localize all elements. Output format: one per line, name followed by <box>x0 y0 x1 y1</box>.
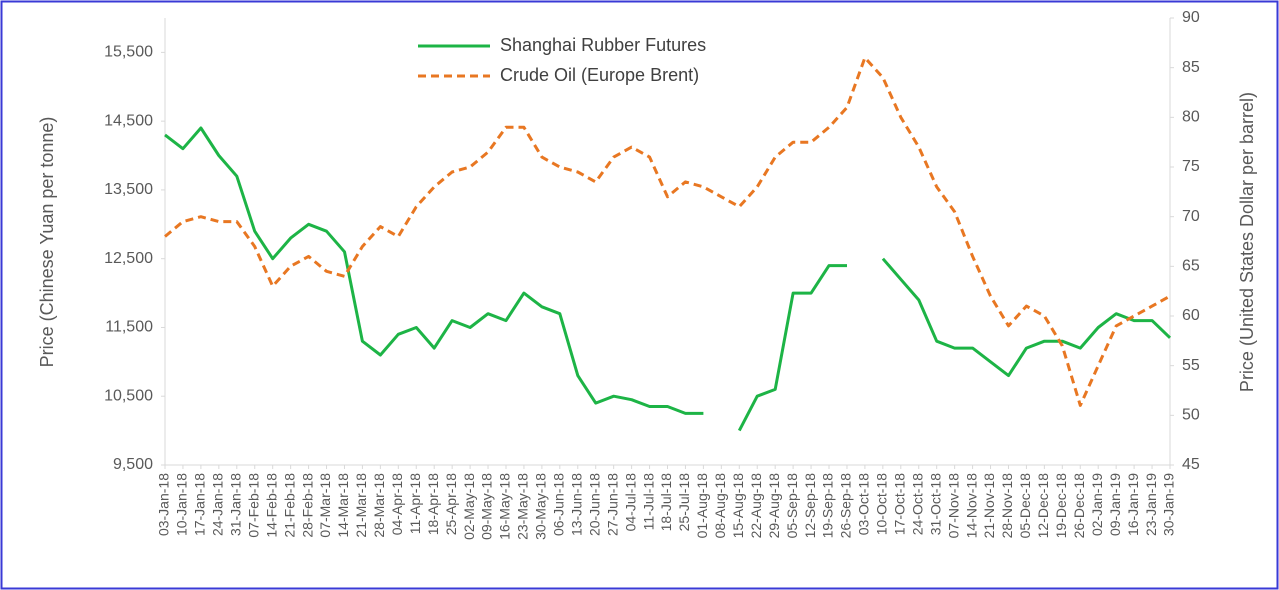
x-tick-label: 28-Mar-18 <box>371 473 387 538</box>
series-line <box>164 56 1171 407</box>
x-tick-label: 17-Jan-18 <box>192 473 208 536</box>
x-tick-label: 28-Nov-18 <box>999 473 1015 539</box>
x-tick-label: 23-Jan-19 <box>1143 473 1159 536</box>
x-tick-label: 01-Aug-18 <box>694 473 710 539</box>
x-tick-label: 08-Aug-18 <box>712 473 728 539</box>
y-tick-label: 11,500 <box>105 319 153 336</box>
x-tick-label: 23-May-18 <box>515 473 531 540</box>
y2-tick-label: 45 <box>1182 456 1200 473</box>
x-tick-label: 14-Mar-18 <box>335 473 351 538</box>
y-tick-label: 13,500 <box>104 181 153 198</box>
y2-tick-label: 60 <box>1182 307 1200 324</box>
x-tick-label: 16-May-18 <box>497 473 513 540</box>
x-tick-label: 02-Jan-19 <box>1089 473 1105 536</box>
x-tick-label: 21-Feb-18 <box>281 473 297 538</box>
x-tick-label: 03-Jan-18 <box>156 473 172 536</box>
x-tick-label: 13-Jun-18 <box>568 473 584 536</box>
x-tick-label: 18-Apr-18 <box>425 473 441 535</box>
y2-tick-label: 70 <box>1182 208 1200 225</box>
y-tick-label: 14,500 <box>104 112 153 129</box>
x-tick-label: 24-Oct-18 <box>909 473 925 535</box>
x-tick-label: 27-Jun-18 <box>604 473 620 536</box>
x-tick-label: 07-Mar-18 <box>317 473 333 538</box>
y-tick-label: 9,500 <box>113 456 153 473</box>
x-tick-label: 21-Nov-18 <box>981 473 997 539</box>
x-tick-label: 30-Jan-19 <box>1161 473 1177 536</box>
x-tick-label: 20-Jun-18 <box>586 473 602 536</box>
x-tick-label: 11-Jul-18 <box>640 473 656 531</box>
legend-label: Crude Oil (Europe Brent) <box>500 65 699 85</box>
x-tick-label: 12-Sep-18 <box>802 473 818 539</box>
y2-tick-label: 75 <box>1182 158 1200 175</box>
y-tick-label: 15,500 <box>104 44 153 61</box>
series-line <box>164 126 1172 432</box>
x-tick-label: 21-Mar-18 <box>353 473 369 538</box>
x-tick-label: 31-Oct-18 <box>927 473 943 535</box>
x-tick-label: 31-Jan-18 <box>227 473 243 536</box>
x-tick-label: 19-Dec-18 <box>1053 473 1069 539</box>
y-axis-label: Price (Chinese Yuan per tonne) <box>37 117 57 368</box>
x-tick-label: 09-May-18 <box>479 473 495 540</box>
x-tick-label: 15-Aug-18 <box>730 473 746 539</box>
x-tick-label: 10-Jan-18 <box>174 473 190 536</box>
y2-axis-label: Price (United States Dollar per barrel) <box>1237 92 1257 392</box>
x-tick-label: 24-Jan-18 <box>210 473 226 536</box>
y2-tick-label: 85 <box>1182 59 1200 76</box>
x-tick-label: 07-Feb-18 <box>245 473 261 538</box>
x-tick-label: 22-Aug-18 <box>748 473 764 539</box>
x-tick-label: 25-Apr-18 <box>443 473 459 535</box>
x-tick-label: 05-Sep-18 <box>784 473 800 539</box>
x-tick-label: 19-Sep-18 <box>820 473 836 539</box>
x-tick-label: 14-Nov-18 <box>963 473 979 539</box>
y2-tick-label: 55 <box>1182 357 1200 374</box>
x-tick-label: 07-Nov-18 <box>945 473 961 539</box>
x-tick-label: 11-Apr-18 <box>407 473 423 534</box>
x-tick-label: 16-Jan-19 <box>1125 473 1141 536</box>
x-tick-label: 09-Jan-19 <box>1107 473 1123 536</box>
x-tick-label: 04-Apr-18 <box>389 473 405 535</box>
x-tick-label: 17-Oct-18 <box>892 473 908 535</box>
x-tick-label: 14-Feb-18 <box>263 473 279 538</box>
y2-tick-label: 65 <box>1182 258 1200 275</box>
y2-tick-label: 50 <box>1182 407 1200 424</box>
x-tick-label: 25-Jul-18 <box>676 473 692 532</box>
x-tick-label: 06-Jun-18 <box>551 473 567 536</box>
y-tick-label: 10,500 <box>104 387 153 404</box>
x-tick-label: 04-Jul-18 <box>622 473 638 532</box>
legend-label: Shanghai Rubber Futures <box>500 35 706 55</box>
x-tick-label: 28-Feb-18 <box>299 473 315 538</box>
x-tick-label: 12-Dec-18 <box>1035 473 1051 539</box>
x-tick-label: 26-Dec-18 <box>1071 473 1087 539</box>
x-tick-label: 10-Oct-18 <box>874 473 890 535</box>
x-tick-label: 05-Dec-18 <box>1017 473 1033 539</box>
x-tick-label: 30-May-18 <box>533 473 549 540</box>
x-tick-label: 03-Oct-18 <box>856 473 872 535</box>
x-tick-label: 29-Aug-18 <box>766 473 782 539</box>
x-tick-label: 26-Sep-18 <box>838 473 854 539</box>
y2-tick-label: 90 <box>1182 9 1200 26</box>
y2-tick-label: 80 <box>1182 109 1200 126</box>
x-tick-label: 02-May-18 <box>461 473 477 540</box>
y-tick-label: 12,500 <box>104 250 153 267</box>
x-tick-label: 18-Jul-18 <box>658 473 674 532</box>
